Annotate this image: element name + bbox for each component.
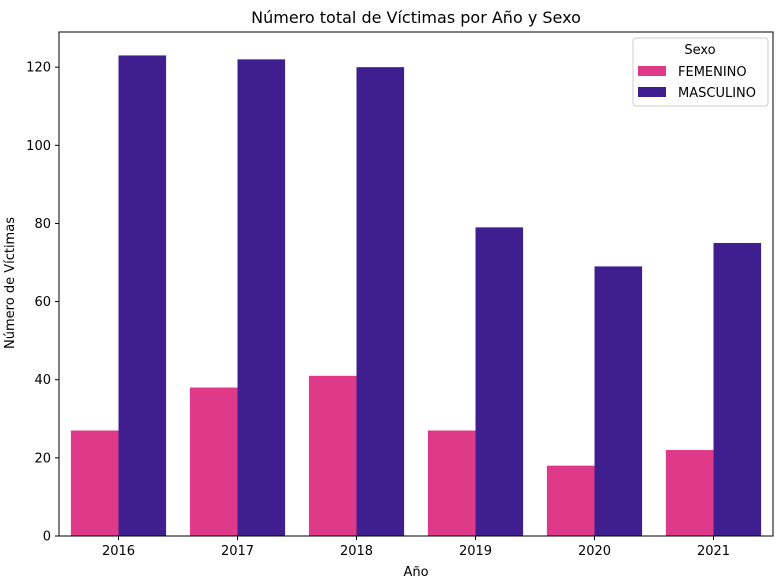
bar-masculino-2016 [118,55,167,536]
legend: Sexo FEMENINO MASCULINO [632,37,769,107]
x-tick-label: 2019 [459,544,492,559]
bar-masculino-2018 [356,67,405,537]
legend-box [632,37,769,107]
y-tick-label: 120 [26,61,51,76]
chart-title: Número total de Víctimas por Año y Sexo [251,8,581,27]
x-axis-label: Año [403,565,428,580]
x-tick-label: 2018 [340,544,373,559]
y-tick-label: 20 [34,451,51,466]
bar-masculino-2020 [594,266,643,536]
bar-femenino-2021 [665,450,714,536]
legend-title: Sexo [684,43,715,58]
bars-group [70,55,762,537]
bar-masculino-2017 [237,59,286,536]
bar-masculino-2019 [475,227,524,537]
y-tick-label: 100 [26,139,51,154]
plot-frame [58,31,774,537]
bar-masculino-2021 [713,242,762,536]
y-axis: 0 20 40 60 80 100 120 [26,61,59,545]
legend-label-femenino: FEMENINO [678,65,747,80]
x-tick-label: 2016 [102,544,135,559]
y-tick-label: 60 [34,295,51,310]
bar-femenino-2016 [70,430,119,536]
x-tick-label: 2020 [578,544,611,559]
y-axis-label: Número de Víctimas [3,217,18,349]
legend-swatch-femenino [638,66,666,76]
x-tick-label: 2017 [221,544,254,559]
bar-femenino-2019 [427,430,476,536]
y-tick-label: 0 [43,530,51,545]
x-tick-label: 2021 [697,544,730,559]
x-axis: 2016 2017 2018 2019 2020 2021 [102,536,730,559]
legend-swatch-masculino [638,87,666,97]
bar-femenino-2020 [546,465,595,536]
legend-label-masculino: MASCULINO [678,86,756,101]
bar-femenino-2018 [308,375,357,536]
y-tick-label: 80 [34,217,51,232]
y-tick-label: 40 [34,373,51,388]
bar-femenino-2017 [189,387,238,536]
